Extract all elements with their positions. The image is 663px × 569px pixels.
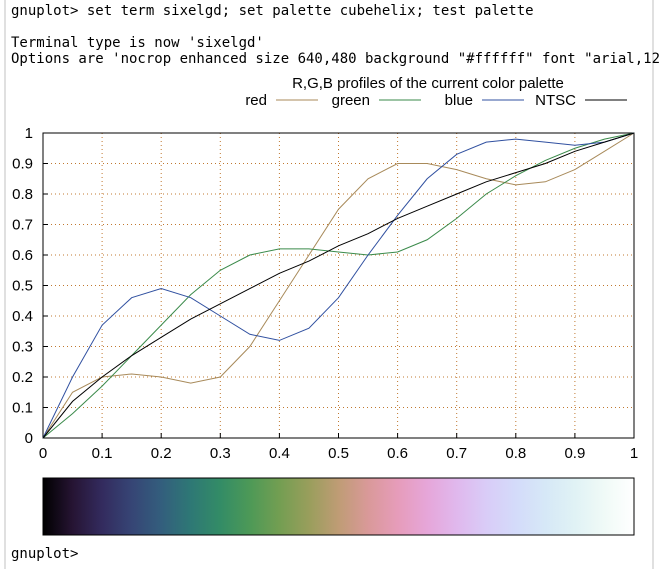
series-line: [42, 132, 635, 439]
prompt: gnuplot>: [11, 546, 78, 562]
y-tick-label: 0.4: [12, 308, 33, 325]
x-tick-label: 0.4: [269, 445, 290, 462]
x-tick-label: 0.2: [151, 445, 172, 462]
colorbar: [42, 477, 635, 536]
y-tick-label: 0.8: [12, 186, 33, 203]
chart-title: R,G,B profiles of the current color pale…: [292, 75, 564, 92]
series-line: [42, 132, 635, 439]
y-tick-label: 0: [25, 430, 33, 447]
x-tick-label: 0.1: [92, 445, 113, 462]
y-tick-label: 0.2: [12, 369, 33, 386]
command-line: gnuplot> set term sixelgd; set palette c…: [11, 3, 534, 19]
y-tick-label: 0.3: [12, 339, 33, 356]
y-tick-label: 0.1: [12, 400, 33, 417]
y-tick-label: 0.7: [12, 217, 33, 234]
y-tick-label: 0.5: [12, 278, 33, 295]
series-line: [42, 132, 635, 439]
x-tick-label: 0.8: [505, 445, 526, 462]
x-tick-label: 1: [630, 445, 638, 462]
output-line: Options are 'nocrop enhanced size 640,48…: [11, 51, 663, 67]
y-tick-label: 1: [25, 125, 33, 142]
legend-label: NTSC: [535, 92, 576, 109]
legend-label: green: [332, 92, 370, 109]
x-tick-label: 0.3: [210, 445, 231, 462]
legend-label: blue: [445, 92, 473, 109]
x-tick-label: 0.9: [564, 445, 585, 462]
output-line: Terminal type is now 'sixelgd': [11, 35, 264, 51]
series-line: [42, 132, 635, 439]
x-tick-label: 0.6: [387, 445, 408, 462]
x-tick-label: 0.5: [328, 445, 349, 462]
plot-border: [42, 132, 635, 439]
x-tick-label: 0.7: [446, 445, 467, 462]
x-tick-label: 0: [39, 445, 47, 462]
y-tick-label: 0.6: [12, 247, 33, 264]
legend-label: red: [245, 92, 267, 109]
y-tick-label: 0.9: [12, 156, 33, 173]
